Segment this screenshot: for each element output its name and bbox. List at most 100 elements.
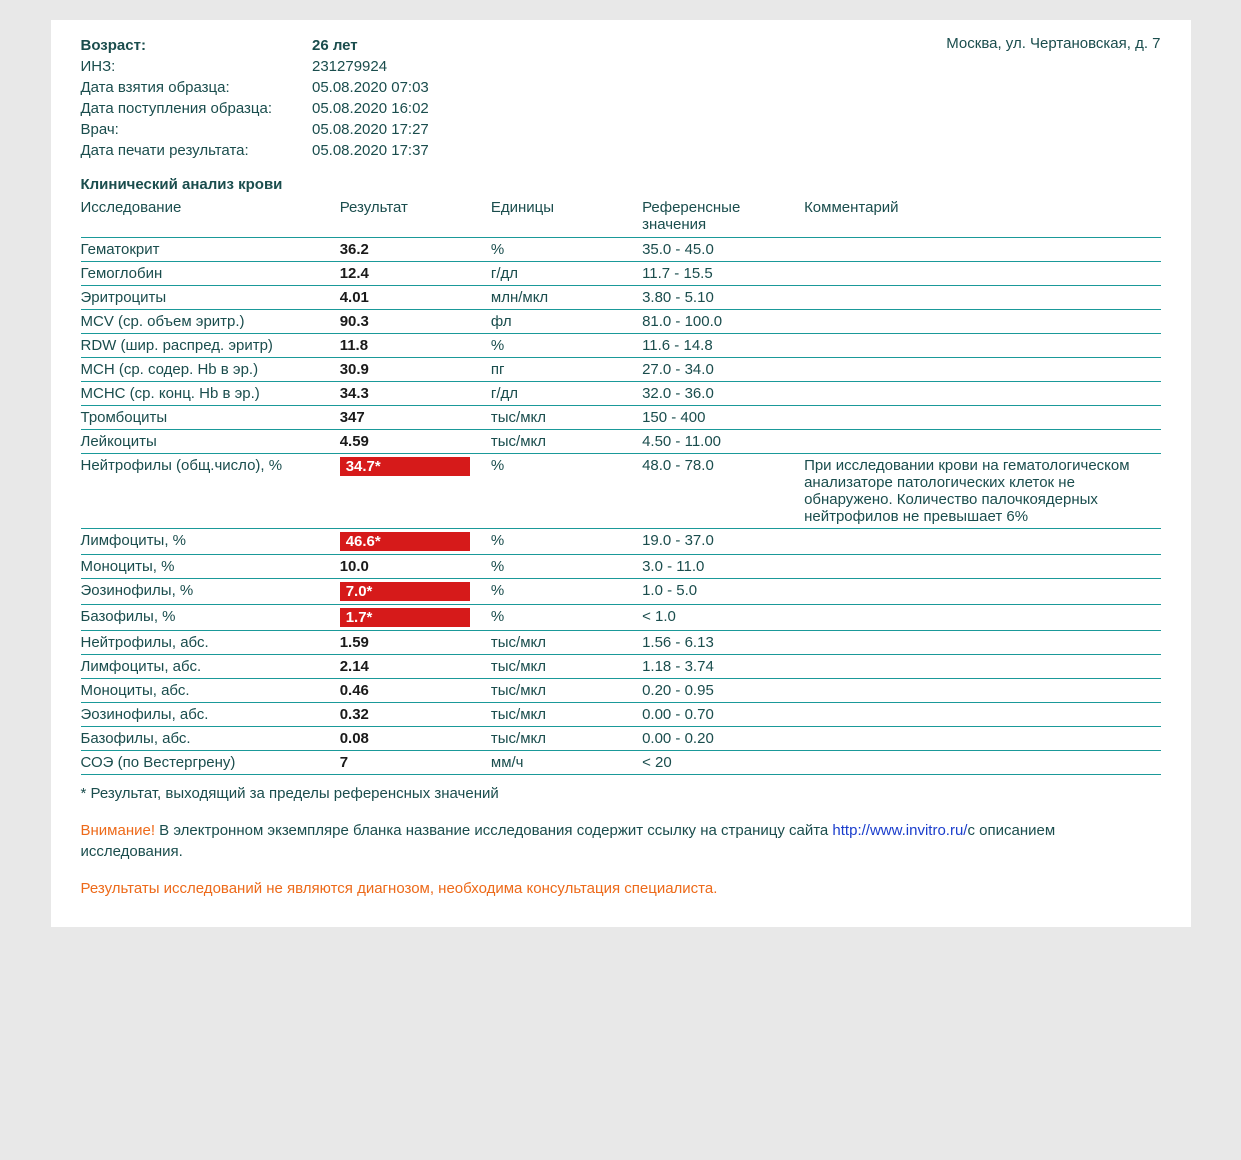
cell-comment [804, 679, 1160, 703]
cell-comment [804, 334, 1160, 358]
cell-result: 90.3 [340, 310, 491, 334]
cell-result: 34.3 [340, 382, 491, 406]
result-value: 4.01 [340, 289, 369, 306]
cell-test-name[interactable]: Гемоглобин [81, 262, 340, 286]
cell-ref: 81.0 - 100.0 [642, 310, 804, 334]
abnormal-badge: 1.7* [340, 608, 470, 627]
section-title: Клинический анализ крови [81, 176, 1161, 193]
header-label: Дата взятия образца: [81, 77, 312, 98]
cell-comment [804, 406, 1160, 430]
cell-test-name[interactable]: Тромбоциты [81, 406, 340, 430]
cell-ref: 0.00 - 0.20 [642, 727, 804, 751]
table-row: Базофилы, абс.0.08 тыс/мкл0.00 - 0.20 [81, 727, 1161, 751]
cell-comment [804, 529, 1160, 555]
cell-test-name[interactable]: Эозинофилы, абс. [81, 703, 340, 727]
header-label: Дата поступления образца: [81, 98, 312, 119]
cell-test-name[interactable]: Лимфоциты, абс. [81, 655, 340, 679]
header-value: 26 лет [312, 35, 429, 56]
header-label: ИНЗ: [81, 56, 312, 77]
cell-comment [804, 238, 1160, 262]
cell-test-name[interactable]: Базофилы, абс. [81, 727, 340, 751]
header-left: Возраст:26 летИНЗ:231279924Дата взятия о… [81, 35, 429, 161]
cell-result: 4.59 [340, 430, 491, 454]
cell-ref: 35.0 - 45.0 [642, 238, 804, 262]
result-value: 0.46 [340, 682, 369, 699]
table-row: Эозинофилы, абс.0.32тыс/мкл0.00 - 0.70 [81, 703, 1161, 727]
warning-text-before: В электронном экземпляре бланка название… [155, 822, 832, 839]
table-row: Эритроциты4.01млн/мкл3.80 - 5.10 [81, 286, 1161, 310]
cell-units: % [491, 579, 642, 605]
cell-units: % [491, 334, 642, 358]
cell-units: пг [491, 358, 642, 382]
header-row: Дата печати результата:05.08.2020 17:37 [81, 140, 429, 161]
cell-test-name[interactable]: Гематокрит [81, 238, 340, 262]
cell-comment [804, 703, 1160, 727]
cell-test-name[interactable]: RDW (шир. распред. эритр) [81, 334, 340, 358]
cell-units: тыс/мкл [491, 406, 642, 430]
cell-test-name[interactable]: Лимфоциты, % [81, 529, 340, 555]
cell-comment [804, 605, 1160, 631]
cell-test-name[interactable]: Эритроциты [81, 286, 340, 310]
cell-result: 4.01 [340, 286, 491, 310]
result-value: 10.0 [340, 558, 369, 575]
cell-units: тыс/мкл [491, 727, 642, 751]
cell-units: % [491, 529, 642, 555]
table-row: Гематокрит36.2%35.0 - 45.0 [81, 238, 1161, 262]
cell-test-name[interactable]: Эозинофилы, % [81, 579, 340, 605]
table-row: MCH (ср. содер. Hb в эр.)30.9пг27.0 - 34… [81, 358, 1161, 382]
header-right: Москва, ул. Чертановская, д. 7 [946, 35, 1160, 161]
cell-test-name[interactable]: Моноциты, абс. [81, 679, 340, 703]
cell-comment [804, 286, 1160, 310]
table-row: Нейтрофилы, абс.1.59 тыс/мкл1.56 - 6.13 [81, 631, 1161, 655]
header-row: Дата взятия образца:05.08.2020 07:03 [81, 77, 429, 98]
result-value: 0.08 [340, 730, 369, 747]
cell-test-name[interactable]: Моноциты, % [81, 555, 340, 579]
cell-test-name[interactable]: MCV (ср. объем эритр.) [81, 310, 340, 334]
header-value: 05.08.2020 16:02 [312, 98, 429, 119]
cell-comment: При исследовании крови на гематологическ… [804, 454, 1160, 529]
result-value: 4.59 [340, 433, 369, 450]
address-text: Москва, ул. Чертановская, д. 7 [946, 35, 1160, 52]
cell-test-name[interactable]: Лейкоциты [81, 430, 340, 454]
header-value: 05.08.2020 17:37 [312, 140, 429, 161]
cell-test-name[interactable]: MCH (ср. содер. Hb в эр.) [81, 358, 340, 382]
table-row: MCV (ср. объем эритр.)90.3фл81.0 - 100.0 [81, 310, 1161, 334]
cell-test-name[interactable]: Нейтрофилы (общ.число), % [81, 454, 340, 529]
cell-comment [804, 727, 1160, 751]
table-row: RDW (шир. распред. эритр)11.8%11.6 - 14.… [81, 334, 1161, 358]
warning-link[interactable]: http://www.invitro.ru/ [832, 822, 967, 839]
cell-test-name[interactable]: Нейтрофилы, абс. [81, 631, 340, 655]
cell-units: % [491, 238, 642, 262]
cell-result: 7 [340, 751, 491, 775]
cell-units: тыс/мкл [491, 631, 642, 655]
header-value: 05.08.2020 07:03 [312, 77, 429, 98]
cell-ref: 4.50 - 11.00 [642, 430, 804, 454]
table-row: Базофилы, %1.7*%< 1.0 [81, 605, 1161, 631]
table-row: Нейтрофилы (общ.число), %34.7*%48.0 - 78… [81, 454, 1161, 529]
table-row: Гемоглобин12.4г/дл11.7 - 15.5 [81, 262, 1161, 286]
cell-ref: 11.6 - 14.8 [642, 334, 804, 358]
header-row: Возраст:26 лет [81, 35, 429, 56]
table-row: Моноциты, абс.0.46тыс/мкл0.20 - 0.95 [81, 679, 1161, 703]
col-header-test: Исследование [81, 195, 340, 238]
header-row: ИНЗ:231279924 [81, 56, 429, 77]
table-row: Эозинофилы, %7.0*%1.0 - 5.0 [81, 579, 1161, 605]
cell-ref: 19.0 - 37.0 [642, 529, 804, 555]
cell-comment [804, 310, 1160, 334]
cell-ref: 1.18 - 3.74 [642, 655, 804, 679]
result-value: 1.59 [340, 634, 369, 651]
cell-test-name[interactable]: СОЭ (по Вестергрену) [81, 751, 340, 775]
cell-test-name[interactable]: MCHC (ср. конц. Hb в эр.) [81, 382, 340, 406]
lab-report-document: Возраст:26 летИНЗ:231279924Дата взятия о… [51, 20, 1191, 927]
cell-ref: < 1.0 [642, 605, 804, 631]
cell-ref: 1.56 - 6.13 [642, 631, 804, 655]
table-row: Лейкоциты4.59тыс/мкл4.50 - 11.00 [81, 430, 1161, 454]
table-row: Моноциты, %10.0%3.0 - 11.0 [81, 555, 1161, 579]
cell-result: 10.0 [340, 555, 491, 579]
cell-units: фл [491, 310, 642, 334]
result-value: 11.8 [340, 337, 368, 354]
cell-test-name[interactable]: Базофилы, % [81, 605, 340, 631]
table-row: Лимфоциты, %46.6*%19.0 - 37.0 [81, 529, 1161, 555]
col-header-comment: Комментарий [804, 195, 1160, 238]
cell-units: тыс/мкл [491, 703, 642, 727]
